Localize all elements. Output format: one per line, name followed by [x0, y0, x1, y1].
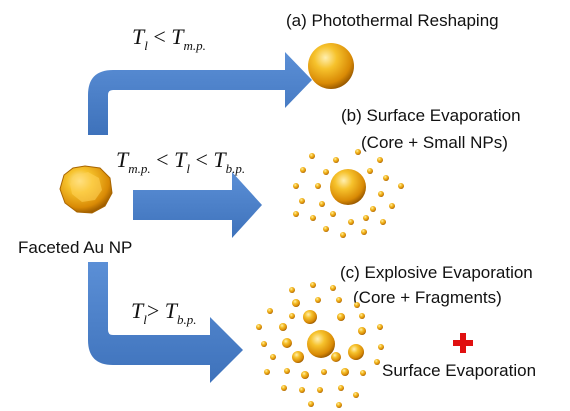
label-c-line2: (Core + Fragments)	[353, 288, 502, 307]
particle-icon	[336, 297, 342, 303]
particle-icon	[380, 219, 386, 225]
particle-icon	[377, 324, 383, 330]
particle-icon	[303, 310, 317, 324]
particle-icon	[323, 169, 329, 175]
arrow-to-b	[133, 172, 262, 238]
particle-icon	[348, 344, 364, 360]
particle-icon	[301, 371, 309, 379]
particle-icon	[333, 157, 339, 163]
particle-icon	[256, 324, 262, 330]
particle-icon	[337, 313, 345, 321]
particle-icon	[355, 149, 361, 155]
particle-icon	[378, 344, 384, 350]
particle-icon	[367, 168, 373, 174]
particle-icon	[340, 232, 346, 238]
explosive-evaporation-cluster	[256, 282, 384, 408]
particle-icon	[336, 402, 342, 408]
core-np-icon	[307, 330, 335, 358]
particle-icon	[292, 299, 300, 307]
particle-icon	[300, 167, 306, 173]
particle-icon	[293, 211, 299, 217]
particle-icon	[319, 201, 325, 207]
small-nps-group	[293, 149, 404, 238]
particle-icon	[377, 157, 383, 163]
label-a: (a) Photothermal Reshaping	[286, 11, 499, 30]
particle-icon	[321, 369, 327, 375]
arrow-to-c	[88, 262, 243, 383]
particle-icon	[309, 153, 315, 159]
condition-c: Tl> Tb.p.	[131, 298, 197, 327]
fragments-group	[256, 282, 384, 408]
particle-icon	[315, 297, 321, 303]
faceted-au-np-icon	[59, 165, 113, 214]
surface-evaporation-cluster	[293, 149, 404, 238]
particle-icon	[284, 368, 290, 374]
particle-icon	[359, 313, 365, 319]
particle-icon	[331, 352, 341, 362]
particle-icon	[282, 338, 292, 348]
plus-icon	[453, 333, 473, 353]
particle-icon	[279, 323, 287, 331]
particle-icon	[315, 183, 321, 189]
particle-icon	[363, 215, 369, 221]
condition-a: Tl < Tm.p.	[132, 24, 206, 53]
particle-icon	[281, 385, 287, 391]
particle-icon	[378, 191, 384, 197]
particle-icon	[341, 368, 349, 376]
particle-icon	[317, 387, 323, 393]
particle-icon	[299, 198, 305, 204]
reshaped-np-icon	[308, 43, 354, 89]
particle-icon	[261, 341, 267, 347]
particle-icon	[398, 183, 404, 189]
particle-icon	[338, 385, 344, 391]
arrow-to-a	[88, 52, 312, 135]
particle-icon	[330, 211, 336, 217]
particle-icon	[292, 351, 304, 363]
particle-icon	[354, 302, 360, 308]
label-b-line2: (Core + Small NPs)	[361, 133, 508, 152]
particle-icon	[323, 226, 329, 232]
particle-icon	[330, 285, 336, 291]
particle-icon	[348, 219, 354, 225]
particle-icon	[310, 215, 316, 221]
particle-icon	[353, 392, 359, 398]
particle-icon	[361, 229, 367, 235]
particle-icon	[310, 282, 316, 288]
particle-icon	[289, 313, 295, 319]
particle-icon	[267, 308, 273, 314]
particle-icon	[383, 175, 389, 181]
particle-icon	[389, 203, 395, 209]
core-np-icon	[330, 169, 366, 205]
condition-b: Tm.p. < Tl < Tb.p.	[116, 147, 245, 176]
label-c-line1: (c) Explosive Evaporation	[340, 263, 533, 282]
particle-icon	[264, 369, 270, 375]
particle-icon	[293, 183, 299, 189]
particle-icon	[358, 327, 366, 335]
label-b-line1: (b) Surface Evaporation	[341, 106, 521, 125]
particle-icon	[299, 387, 305, 393]
particle-icon	[374, 359, 380, 365]
source-label: Faceted Au NP	[18, 238, 132, 257]
particle-icon	[370, 206, 376, 212]
particle-icon	[289, 287, 295, 293]
particle-icon	[308, 401, 314, 407]
label-c-extra: Surface Evaporation	[382, 361, 536, 380]
particle-icon	[360, 370, 366, 376]
particle-icon	[270, 354, 276, 360]
